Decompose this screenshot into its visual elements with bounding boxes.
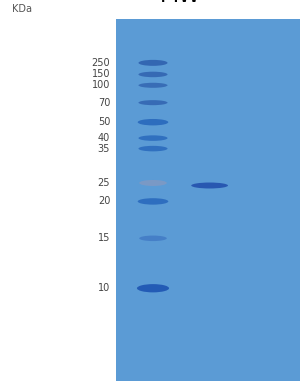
Text: KDa: KDa: [12, 4, 32, 14]
Text: 150: 150: [92, 70, 110, 79]
Text: 35: 35: [98, 144, 110, 154]
Text: 20: 20: [98, 196, 110, 207]
Text: 100: 100: [92, 80, 110, 90]
Text: 25: 25: [98, 178, 110, 188]
Text: 70: 70: [98, 98, 110, 108]
Text: 15: 15: [98, 233, 110, 244]
Text: 50: 50: [98, 117, 110, 127]
Text: 40: 40: [98, 133, 110, 143]
Text: 10: 10: [98, 283, 110, 293]
Text: 250: 250: [91, 58, 110, 68]
Text: MW: MW: [160, 0, 201, 6]
